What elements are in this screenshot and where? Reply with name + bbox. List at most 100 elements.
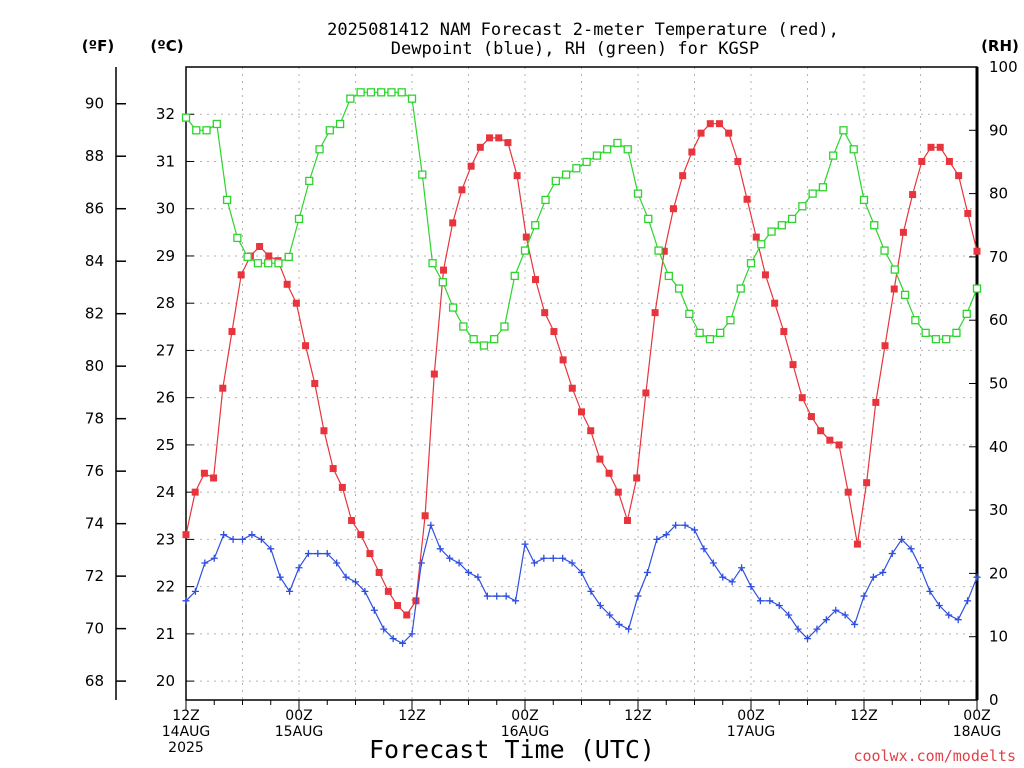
fahrenheit-tick-label: 70: [85, 620, 104, 638]
rh-point: [510, 271, 519, 281]
temperature-point: [964, 209, 972, 217]
rh-point: [274, 259, 283, 268]
temperature-point: [292, 299, 300, 307]
dewpoint-point: [559, 554, 567, 562]
temperature-point: [495, 134, 503, 142]
dewpoint-point: [191, 587, 199, 595]
temperature-point: [973, 247, 981, 255]
fahrenheit-axis-unit: (ºF): [82, 37, 114, 55]
dewpoint-point: [747, 583, 755, 591]
temperature-point: [697, 129, 705, 137]
temperature-point: [651, 309, 659, 317]
temperature-point: [669, 205, 677, 213]
temperature-point: [890, 285, 898, 293]
rh-point: [654, 246, 663, 255]
temperature-point: [504, 139, 512, 147]
dewpoint-point: [634, 592, 642, 600]
dewpoint-point: [483, 592, 491, 600]
fahrenheit-tick-label: 76: [85, 462, 104, 480]
temperature-point: [338, 483, 346, 491]
rh-point: [520, 246, 530, 255]
fahrenheit-tick-label: 82: [85, 305, 104, 323]
rh-point: [418, 170, 427, 179]
dewpoint-point: [691, 526, 698, 534]
dewpoint-point: [399, 639, 407, 647]
temperature-point: [219, 384, 227, 392]
dewpoint-point: [888, 550, 896, 558]
temperature-point: [559, 356, 567, 364]
dewpoint-point: [352, 578, 359, 586]
dewpoint-point: [728, 578, 736, 586]
rh-point: [921, 328, 930, 338]
dewpoint-point: [229, 535, 237, 543]
temperature-point: [532, 276, 540, 284]
dewpoint-point: [502, 592, 510, 600]
dewpoint-point: [512, 597, 520, 605]
rh-point: [757, 240, 766, 249]
dewpoint-point: [879, 568, 887, 576]
rh-tick-label: 20: [989, 564, 1008, 582]
temperature-point: [752, 233, 760, 241]
celsius-tick-label: 21: [156, 625, 175, 643]
temperature-point: [909, 191, 917, 199]
temperature-point: [945, 157, 953, 165]
temperature-point: [366, 550, 374, 558]
rh-point: [962, 309, 971, 319]
dewpoint-point: [907, 545, 915, 553]
temperature-point: [191, 488, 199, 496]
temperature-point: [725, 129, 733, 137]
temperature-point: [798, 394, 806, 402]
dewpoint-point: [954, 616, 962, 624]
axes: 68 70 72 74 76 78 80 82 84 86 88 90 20 21 22 23 24 25 26 27…: [85, 58, 1018, 756]
celsius-tick-label: 28: [156, 294, 175, 312]
x-tick-label: 17AUG: [727, 724, 776, 740]
chart-title-line-2: Dewpoint (blue), RH (green) for KGSP: [391, 39, 759, 59]
dewpoint-point: [248, 531, 256, 539]
x-tick-label: 2025: [168, 740, 204, 756]
rh-point: [531, 221, 540, 230]
temperature-point: [623, 516, 631, 524]
rh-point: [582, 157, 591, 167]
fahrenheit-tick-label: 84: [85, 252, 104, 270]
dewpoint-point: [719, 573, 727, 581]
rh-point: [798, 202, 807, 211]
dewpoint-point: [465, 568, 472, 576]
temperature-point: [237, 271, 245, 279]
temperature-point: [596, 455, 604, 463]
dewpoint-point: [239, 535, 246, 543]
x-tick-label: 12Z: [172, 708, 199, 724]
rh-tick-label: 10: [989, 628, 1008, 646]
dewpoint-point: [973, 573, 981, 581]
temperature-point: [375, 568, 383, 576]
dewpoint-point: [653, 535, 661, 543]
rh-point: [438, 278, 447, 287]
dewpoint-point: [417, 559, 425, 567]
rh-point: [551, 176, 560, 186]
temperature-point: [578, 408, 585, 416]
temperature-point: [200, 469, 208, 477]
temperature-point: [348, 516, 356, 524]
rh-point: [181, 113, 191, 122]
rh-point: [972, 284, 982, 293]
temperature-point: [734, 157, 742, 165]
rh-point: [787, 214, 797, 224]
temperature-point: [283, 280, 291, 288]
rh-point: [705, 335, 715, 344]
rh-point: [264, 259, 273, 268]
temperature-point: [881, 342, 889, 350]
temperature-point: [568, 384, 576, 392]
dewpoint-point: [662, 531, 670, 539]
dewpoint-point: [549, 554, 557, 562]
rh-point: [633, 189, 643, 198]
rh-point: [870, 221, 879, 230]
temperature-point: [357, 531, 365, 539]
rh-point: [592, 151, 602, 160]
rh-point: [212, 119, 221, 129]
rh-point: [839, 126, 848, 135]
fahrenheit-tick-label: 72: [85, 567, 104, 585]
x-tick-label: 18AUG: [953, 724, 1002, 740]
dewpoint-point: [380, 625, 388, 633]
x-tick-label: 12Z: [624, 708, 651, 724]
celsius-tick-label: 25: [156, 436, 175, 454]
